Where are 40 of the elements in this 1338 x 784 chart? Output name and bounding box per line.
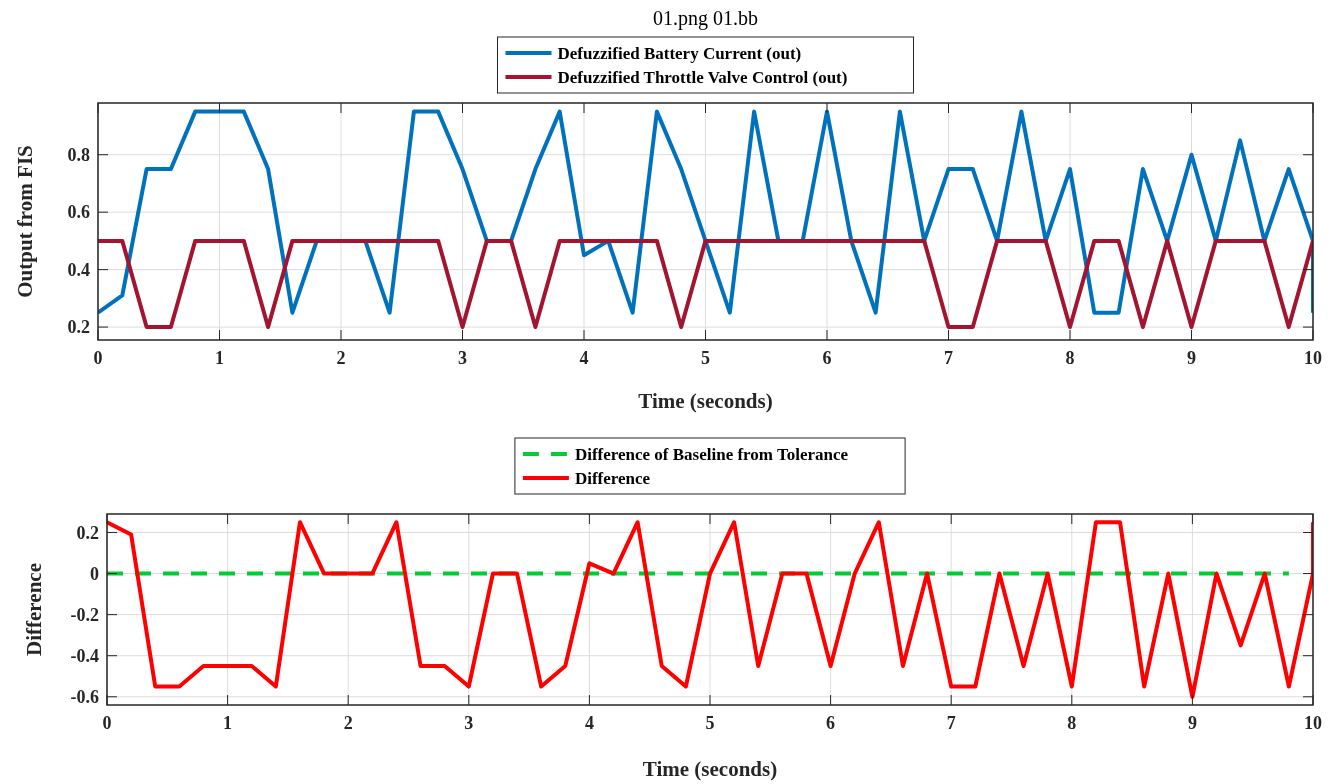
legend-label: Difference (574, 468, 651, 488)
x-tick-label: 3 (458, 348, 467, 368)
x-tick-label: 0 (102, 713, 112, 733)
y-tick-label: -0.6 (70, 687, 99, 708)
x-tick-label: 10 (1304, 713, 1322, 733)
x-axis-title: Time (seconds) (638, 389, 773, 413)
y-tick-label: 0.4 (67, 259, 90, 280)
x-tick-label: 4 (584, 713, 594, 733)
y-tick-label: 0.8 (67, 145, 90, 166)
y-tick-label: 0.6 (67, 202, 90, 223)
x-tick-label: 9 (1187, 713, 1197, 733)
y-tick-label: -0.2 (70, 604, 99, 625)
line-series (107, 520, 1313, 699)
x-tick-label: 1 (223, 713, 233, 733)
x-tick-label: 7 (946, 713, 956, 733)
y-tick-label: 0.2 (76, 522, 99, 543)
x-axis-title: Time (seconds) (642, 757, 778, 781)
x-tick-label: 5 (701, 348, 710, 368)
x-tick-label: 7 (944, 348, 953, 368)
legend-label: Defuzzified Battery Current (out) (557, 43, 802, 63)
x-tick-label: 5 (705, 713, 715, 733)
x-tick-label: 8 (1065, 348, 1075, 368)
x-tick-label: 1 (215, 348, 224, 368)
x-tick-label: 8 (1067, 713, 1077, 733)
x-tick-label: 6 (826, 713, 836, 733)
y-tick-label: 0 (90, 563, 99, 584)
chart-title: 01.png 01.bb (653, 7, 758, 30)
x-tick-label: 3 (464, 713, 474, 733)
y-axis-title: Output from FIS (13, 145, 37, 298)
x-tick-label: 2 (336, 348, 346, 368)
x-tick-label: 9 (1187, 348, 1196, 368)
y-axis-title: Difference (22, 563, 46, 656)
x-tick-label: 6 (822, 348, 832, 368)
legend-label: Defuzzified Throttle Valve Control (out) (557, 67, 848, 87)
x-tick-label: 2 (343, 713, 353, 733)
x-tick-label: 4 (579, 348, 589, 368)
y-tick-label: -0.4 (70, 646, 99, 667)
x-tick-label: 10 (1304, 348, 1322, 368)
y-tick-label: 0.2 (67, 317, 90, 338)
legend-label: Difference of Baseline from Tolerance (574, 444, 849, 464)
